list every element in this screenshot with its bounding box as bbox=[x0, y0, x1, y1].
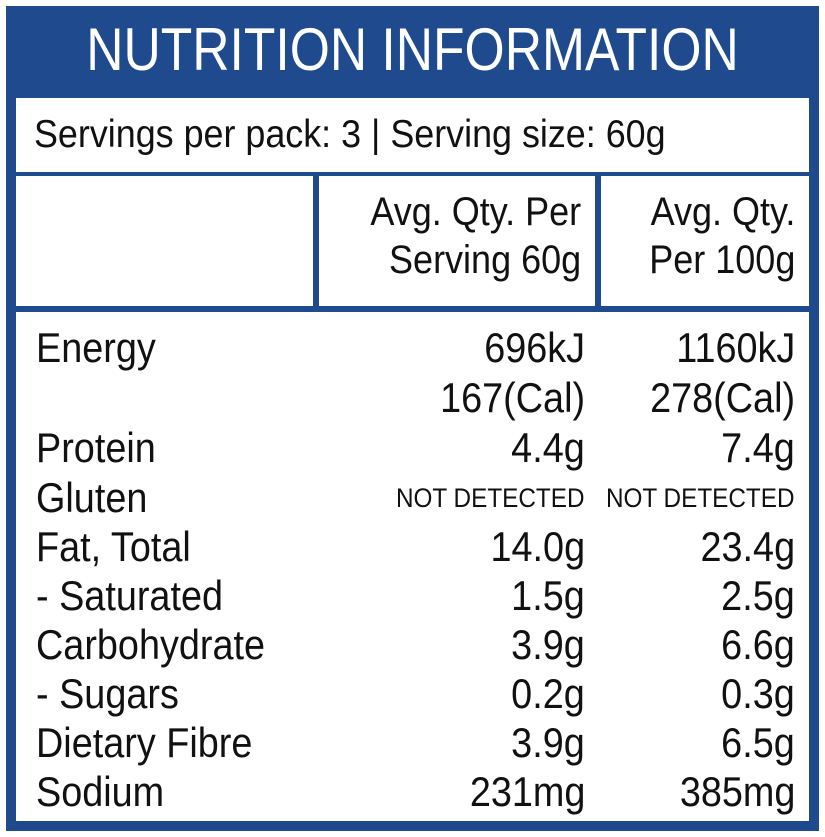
panel-title: NUTRITION INFORMATION bbox=[86, 16, 739, 83]
nutrient-label: Fat, Total bbox=[36, 523, 191, 570]
header-blank-cell bbox=[16, 176, 313, 306]
per-serving-value: 4.4g bbox=[511, 424, 585, 471]
nutrient-label: - Sugars bbox=[36, 670, 179, 717]
per-100g-value: 23.4g bbox=[700, 523, 795, 570]
header-per-serving-line2: Serving 60g bbox=[388, 238, 581, 282]
per-serving-value: 3.9g bbox=[511, 719, 585, 766]
per-100g-value: NOT DETECTED bbox=[606, 483, 795, 513]
per-serving-value: 0.2g bbox=[511, 670, 585, 717]
servings-text: Servings per pack: 3 | Serving size: 60g bbox=[34, 113, 666, 156]
nutrient-label: Protein bbox=[36, 424, 156, 471]
header-per-100g: Avg. Qty. Per 100g bbox=[601, 176, 809, 306]
nutrient-label: Sodium bbox=[36, 768, 165, 815]
per-100g-value: 6.5g bbox=[721, 719, 795, 766]
per-serving-value: 167(Cal) bbox=[440, 374, 585, 421]
per-serving-value: 231mg bbox=[469, 768, 585, 815]
per-100g-value: 385mg bbox=[679, 768, 795, 815]
per-100g-value: 1160kJ bbox=[675, 324, 795, 371]
servings-box: Servings per pack: 3 | Serving size: 60g bbox=[16, 98, 809, 172]
per-serving-value: 1.5g bbox=[511, 572, 585, 619]
per-100g-value: 7.4g bbox=[721, 424, 795, 471]
nutrient-label: Carbohydrate bbox=[36, 621, 266, 668]
header-per-100g-line2: Per 100g bbox=[648, 238, 795, 282]
nutrient-label: Gluten bbox=[36, 474, 148, 521]
header-per-serving: Avg. Qty. Per Serving 60g bbox=[319, 176, 595, 306]
per-100g-value: 278(Cal) bbox=[650, 374, 795, 421]
header-per-100g-line1: Avg. Qty. bbox=[650, 190, 795, 234]
per-100g-value: 6.6g bbox=[721, 621, 795, 668]
nutrition-panel: NUTRITION INFORMATION Servings per pack:… bbox=[6, 6, 819, 831]
per-serving-value: 14.0g bbox=[490, 523, 585, 570]
per-serving-value: 696kJ bbox=[484, 324, 585, 371]
per-serving-value: 3.9g bbox=[511, 621, 585, 668]
nutrient-label: - Saturated bbox=[36, 572, 224, 619]
header-per-serving-line1: Avg. Qty. Per bbox=[370, 190, 581, 234]
nutrient-label: Energy bbox=[36, 324, 156, 371]
nutrient-label: Dietary Fibre bbox=[36, 719, 253, 766]
per-100g-value: 2.5g bbox=[721, 572, 795, 619]
per-serving-value: NOT DETECTED bbox=[396, 483, 585, 513]
per-100g-value: 0.3g bbox=[721, 670, 795, 717]
nutrient-table: Energy 696kJ 1160kJ 167(Cal) 278(Cal) Pr… bbox=[16, 312, 809, 821]
